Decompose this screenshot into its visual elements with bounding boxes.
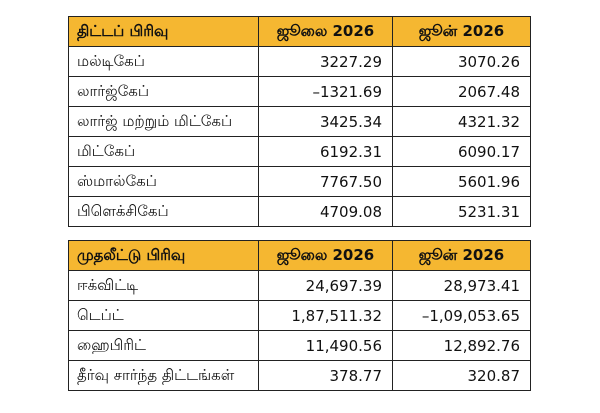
table-row: ஸ்மால்கேப் 7767.50 5601.96 xyxy=(68,166,531,197)
table-row: லார்ஜ்கேப் –1321.69 2067.48 xyxy=(68,76,531,107)
row-label: லார்ஜ்கேப் xyxy=(68,76,259,107)
row-label: ஹைபிரிட் xyxy=(68,330,259,361)
header-category: முதலீட்டு பிரிவு xyxy=(68,240,259,271)
table-row: மிட்கேப் 6192.31 6090.17 xyxy=(68,136,531,167)
july-value: 11,490.56 xyxy=(258,330,393,361)
july-value: 1,87,511.32 xyxy=(258,300,393,331)
july-value: 24,697.39 xyxy=(258,270,393,301)
table-row: ஹைபிரிட் 11,490.56 12,892.76 xyxy=(68,330,531,361)
header-june: ஜூன் 2026 xyxy=(392,16,531,47)
header-june: ஜூன் 2026 xyxy=(392,240,531,271)
june-value: 5601.96 xyxy=(392,166,531,197)
row-label: டெப்ட் xyxy=(68,300,259,331)
june-value: –1,09,053.65 xyxy=(392,300,531,331)
row-label: மல்டிகேப் xyxy=(68,46,259,77)
table-row: லார்ஜ் மற்றும் மிட்கேப் 3425.34 4321.32 xyxy=(68,106,531,137)
july-value: –1321.69 xyxy=(258,76,393,107)
july-value: 4709.08 xyxy=(258,196,393,227)
table-row: பிளெக்சிகேப் 4709.08 5231.31 xyxy=(68,196,531,227)
header-july: ஜூலை 2026 xyxy=(258,240,393,271)
table-header-row: முதலீட்டு பிரிவு ஜூலை 2026 ஜூன் 2026 xyxy=(68,240,531,271)
june-value: 2067.48 xyxy=(392,76,531,107)
june-value: 5231.31 xyxy=(392,196,531,227)
scheme-category-table: திட்டப் பிரிவு ஜூலை 2026 ஜூன் 2026 மல்டி… xyxy=(68,16,531,227)
july-value: 3425.34 xyxy=(258,106,393,137)
table-row: தீர்வு சார்ந்த திட்டங்கள் 378.77 320.87 xyxy=(68,360,531,391)
table-header-row: திட்டப் பிரிவு ஜூலை 2026 ஜூன் 2026 xyxy=(68,16,531,47)
table-row: ஈக்விட்டி 24,697.39 28,973.41 xyxy=(68,270,531,301)
table-row: டெப்ட் 1,87,511.32 –1,09,053.65 xyxy=(68,300,531,331)
header-category: திட்டப் பிரிவு xyxy=(68,16,259,47)
july-value: 7767.50 xyxy=(258,166,393,197)
row-label: லார்ஜ் மற்றும் மிட்கேப் xyxy=(68,106,259,137)
june-value: 28,973.41 xyxy=(392,270,531,301)
row-label: பிளெக்சிகேப் xyxy=(68,196,259,227)
july-value: 378.77 xyxy=(258,360,393,391)
row-label: ஈக்விட்டி xyxy=(68,270,259,301)
june-value: 320.87 xyxy=(392,360,531,391)
june-value: 4321.32 xyxy=(392,106,531,137)
row-label: ஸ்மால்கேப் xyxy=(68,166,259,197)
investment-category-table: முதலீட்டு பிரிவு ஜூலை 2026 ஜூன் 2026 ஈக்… xyxy=(68,240,531,391)
header-july: ஜூலை 2026 xyxy=(258,16,393,47)
july-value: 3227.29 xyxy=(258,46,393,77)
table-row: மல்டிகேப் 3227.29 3070.26 xyxy=(68,46,531,77)
july-value: 6192.31 xyxy=(258,136,393,167)
row-label: மிட்கேப் xyxy=(68,136,259,167)
june-value: 3070.26 xyxy=(392,46,531,77)
row-label: தீர்வு சார்ந்த திட்டங்கள் xyxy=(68,360,259,391)
june-value: 12,892.76 xyxy=(392,330,531,361)
june-value: 6090.17 xyxy=(392,136,531,167)
